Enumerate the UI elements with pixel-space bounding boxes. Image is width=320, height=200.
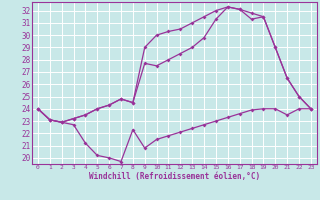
X-axis label: Windchill (Refroidissement éolien,°C): Windchill (Refroidissement éolien,°C) [89,172,260,181]
